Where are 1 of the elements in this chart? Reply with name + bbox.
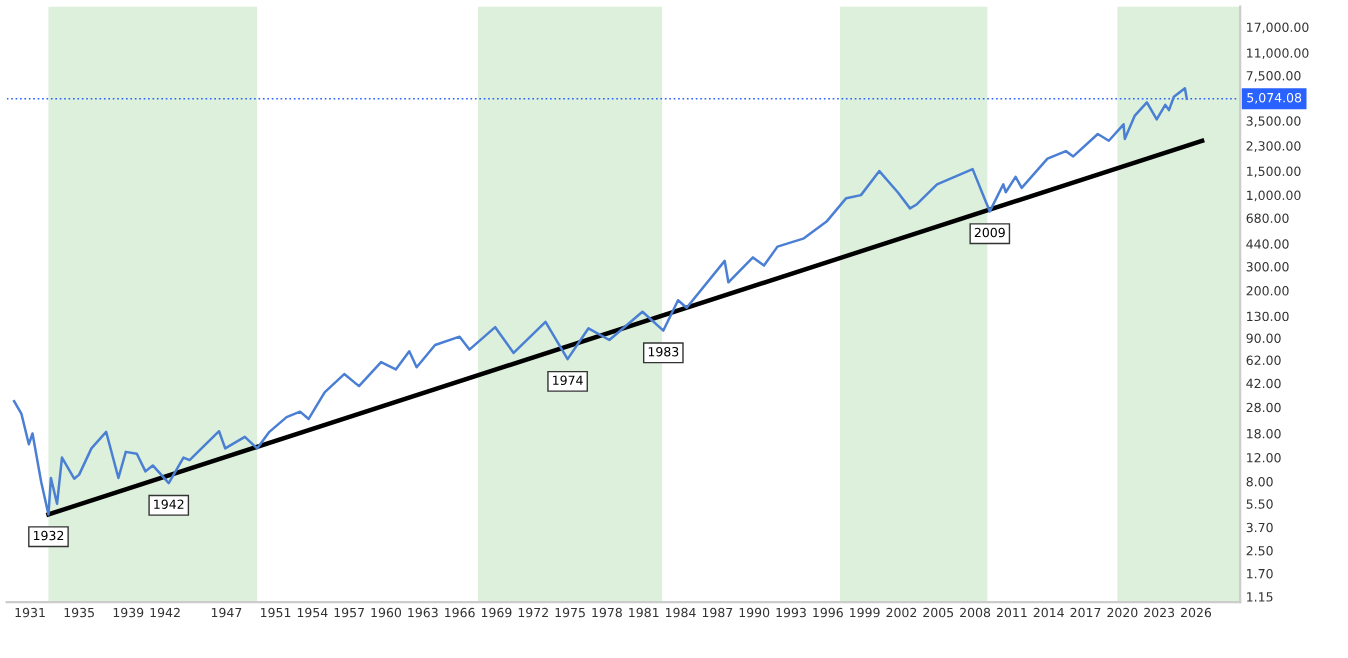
line-series <box>12 87 1189 516</box>
